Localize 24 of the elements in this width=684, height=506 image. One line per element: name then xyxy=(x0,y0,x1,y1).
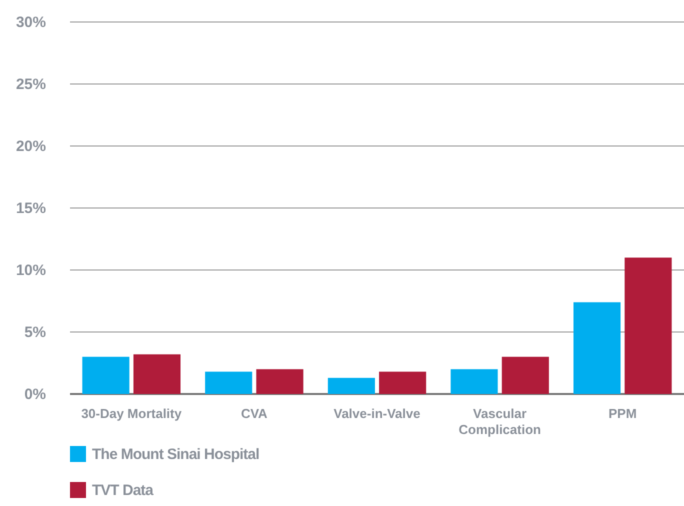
y-tick-label: 20% xyxy=(16,138,46,155)
y-tick-label: 5% xyxy=(24,324,46,341)
y-tick-label: 15% xyxy=(16,200,46,217)
y-tick-label: 10% xyxy=(16,262,46,279)
bar xyxy=(328,378,375,394)
y-tick-label: 0% xyxy=(24,386,46,403)
y-tick-label: 25% xyxy=(16,76,46,93)
bar xyxy=(205,372,252,394)
bar xyxy=(573,302,621,394)
bar xyxy=(256,369,304,394)
x-tick-label: Valve-in-Valve xyxy=(334,406,420,421)
bar xyxy=(450,369,498,394)
bar xyxy=(133,354,181,394)
x-tick-label: PPM xyxy=(608,406,637,421)
x-tick-label: CVA xyxy=(240,406,268,421)
x-tick-label: Vascular Complication xyxy=(458,406,542,437)
bar xyxy=(624,258,672,394)
x-tick-label: 30-Day Mortality xyxy=(81,406,182,421)
bar xyxy=(82,356,130,394)
bar xyxy=(502,356,549,394)
y-tick-label: 30% xyxy=(16,14,46,31)
legend-label: The Mount Sinai Hospital xyxy=(92,446,260,463)
bar xyxy=(379,372,426,394)
legend-label: TVT Data xyxy=(92,482,154,499)
